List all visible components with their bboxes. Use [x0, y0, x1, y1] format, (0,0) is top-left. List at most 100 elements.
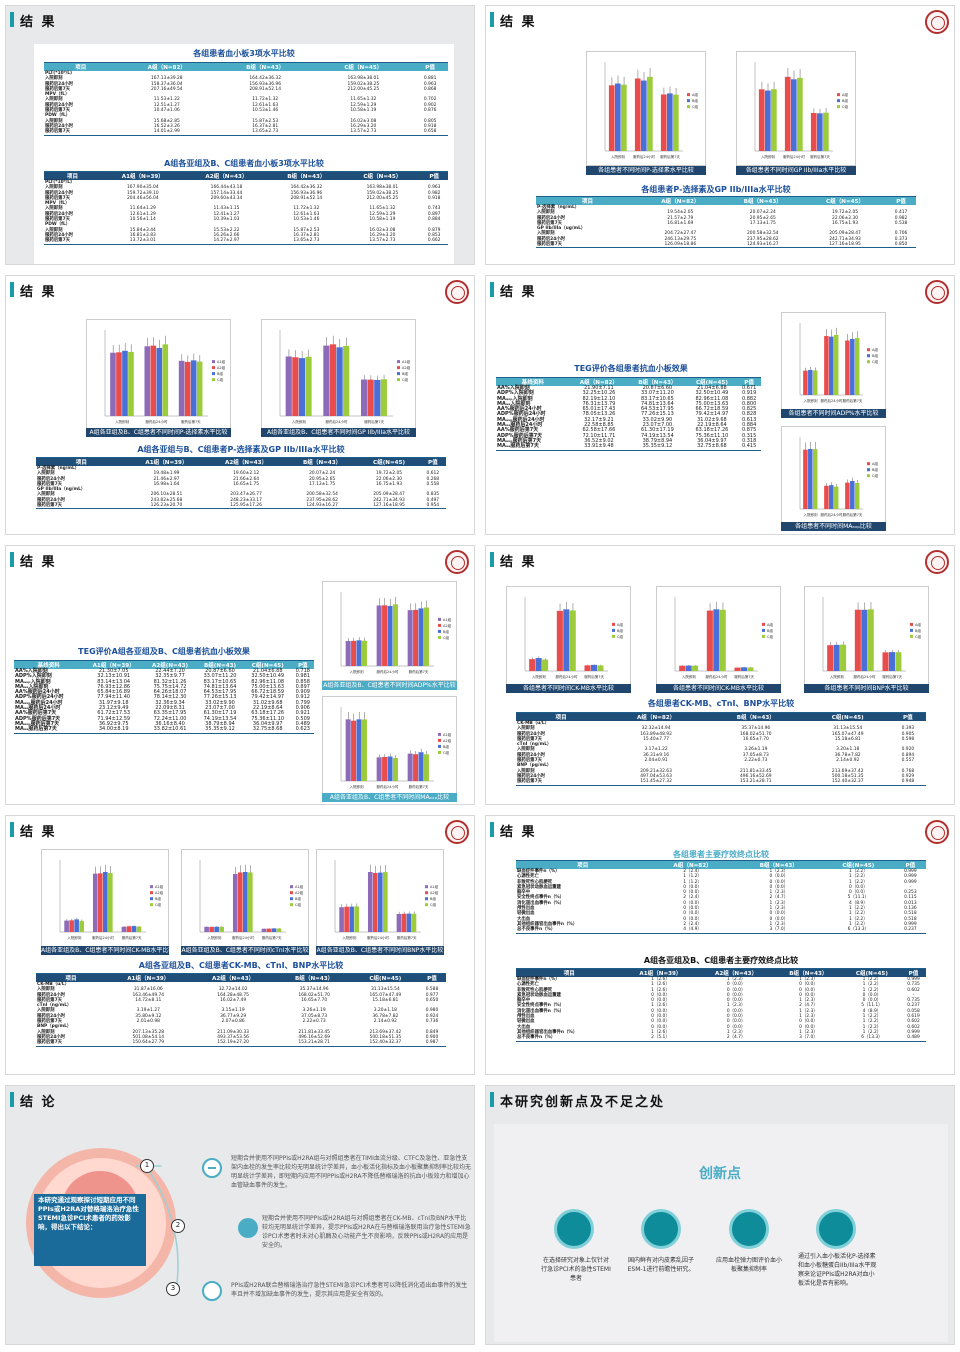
table-header-cell: A2组（N=43）	[206, 457, 286, 466]
bar	[423, 754, 429, 781]
table-row: 脑卒中 0（0.0） 1（2.3） 0（0.0） 0.253	[516, 890, 926, 895]
x-tick-label: 服药后24小时	[326, 419, 348, 424]
legend-swatch	[910, 628, 913, 632]
table-cell: 19.60±2.12	[233, 471, 260, 477]
table-cell: 服药后第7天	[44, 129, 118, 136]
table-header-cell: A组（N=82）	[606, 712, 706, 721]
legend-swatch	[212, 372, 215, 376]
table-cell: 163.98±38.01	[366, 185, 399, 191]
bar	[790, 79, 797, 151]
table-cell: 12.61±1.63	[252, 102, 279, 108]
chart-caption: A组各亚组及B、C组患者不同时间GP IIb/IIIa水平比较	[261, 428, 416, 437]
table-cell: 12.59±1.29	[369, 211, 396, 217]
table-cell: MAₐₓₚ服药后第7天	[15, 720, 60, 727]
table-row: MAₐₓₚ入院即刻 82.19±12.10 83.17±10.65 82.96±11.…	[496, 396, 761, 402]
table-cell: 0.115	[904, 895, 917, 901]
bar	[103, 872, 108, 932]
table-cell: 496.16±52.69	[739, 773, 772, 779]
bar	[298, 358, 306, 416]
table-cell: 1（2.2）	[849, 906, 868, 912]
table-cell: 237.95±28.62	[746, 236, 779, 242]
table-cell: 21.30±7.05	[98, 668, 129, 674]
endpoint-table: 项目 A组（N=82） B组（N=43） C组(N=45) P值 缺血症件事件n（%） 2（…	[516, 860, 926, 934]
table-cell: 服药后第7天	[45, 195, 71, 201]
table-cell: 10.39±1.03	[213, 217, 240, 223]
table-cell: 22.09±8.31	[155, 705, 185, 712]
slide-results-5: 结 果 入院即刻 服药后24小时 服药后第7天 A1组 A2组 B组 C组 A组各亚组及B、…	[5, 545, 475, 805]
table-cell: 37.05±8.73	[301, 1013, 328, 1019]
table-cell: 1（2.2）	[849, 916, 868, 922]
chart-caption: 各组患者不同时间BNP水平比较	[804, 684, 929, 693]
bar	[110, 352, 116, 416]
legend-swatch	[212, 366, 215, 370]
bar	[344, 906, 349, 932]
table-header-cell: P值	[894, 860, 926, 869]
table-cell: 164.42±36.32	[290, 185, 323, 191]
platelet-subgroup-table: 项目 A1组（N=39） A2组（N=43） B组（N=43） C组（N=45） P值 PL…	[44, 171, 448, 245]
step-number: 2	[171, 1219, 185, 1233]
check-icon	[202, 1281, 222, 1301]
table-cell: 1（2.6）	[651, 1029, 670, 1035]
bar	[374, 379, 381, 416]
table-cell: 0（0.0）	[651, 992, 670, 998]
bar	[634, 78, 641, 151]
chart-caption: A组各亚组及B、C组患者不同时间P-选择素水平比较	[86, 428, 231, 437]
table-cell: 2（2.4）	[683, 895, 702, 901]
table-cell: 79.42±14.97	[251, 694, 285, 701]
title-bar	[10, 1092, 14, 1107]
table-cell: 0.557	[901, 758, 915, 764]
bar	[351, 720, 357, 781]
bar	[121, 926, 127, 932]
cardiac-subgroup-table: 项目 A1组（N=39） A2组（N=43） B组（N=43） C组(N=45) P值 CK…	[36, 973, 446, 1047]
table-caption: TEG评价各组患者抗血小板效果	[574, 364, 688, 373]
table-cell: 34.00±8.19	[83, 727, 144, 734]
legend-swatch	[867, 360, 870, 364]
chart-caption: 各组患者不同时间ADP%水平比较	[781, 409, 886, 418]
table-cell: 0.662	[420, 238, 448, 245]
table-cell: 163.46±49.74	[132, 992, 165, 998]
table-cell: 1（1.2）	[683, 874, 702, 880]
table-row: 服药后24小时 16.81±3.83 16.26±2.66 16.37±2.81 16.…	[44, 233, 448, 238]
table-cell: 0.884	[741, 422, 757, 429]
bar	[131, 926, 137, 932]
table-cell: 63.18±17.26	[695, 427, 729, 434]
table-cell: 0.800	[741, 400, 757, 407]
table-row: MAₐₓₚ服药后第7天 36.52±9.02 38.79±8.94 36.04±9.9…	[496, 438, 761, 444]
legend-label: A组	[915, 622, 921, 627]
table-cell: 总不良事件n（%）	[516, 927, 650, 934]
legend-label: B组	[842, 98, 848, 103]
table-header-cell: C组(N=45)	[352, 973, 418, 982]
table-cell: 159.72±39.10	[127, 190, 159, 196]
table-row: 服药后24小时 163.89±48.92 168.02±51.70 165.07±47…	[516, 732, 926, 737]
table-cell: 10.53±1.46	[293, 217, 320, 223]
bar	[621, 84, 627, 151]
table-cell: ADP%服药后第7天	[497, 432, 543, 439]
table-cell: 12.51±1.27	[153, 102, 180, 108]
table-cell: 208.91±52.14	[290, 195, 323, 201]
table-cell: 服药后第7天	[37, 481, 63, 487]
table-header-cell: B组（N=43）	[773, 968, 843, 977]
bar	[679, 665, 686, 671]
bar	[816, 113, 823, 151]
table-cell: 3.20±1.18	[373, 1008, 397, 1014]
table-header-cell: B组（N=43）	[285, 457, 359, 466]
legend-label: B组	[430, 896, 436, 901]
table-cell: 1（2.3）	[726, 977, 746, 982]
table-row: 入院即刻 31.87±16.06 32.72±14.02 35.37±14.96 31.…	[36, 987, 446, 992]
x-tick-label: 入院即刻	[761, 154, 775, 159]
table-cell: 14.72±8.11	[135, 997, 162, 1003]
table-cell: 61.72±17.53	[97, 710, 131, 717]
table-cell: 0（0.0）	[726, 982, 746, 988]
table-cell: CK-MB（u/L）	[517, 721, 550, 726]
bar	[361, 640, 367, 666]
table-cell: MAₐₓₚ入院即刻	[15, 678, 51, 685]
bar	[854, 338, 860, 395]
table-row: MAₐₐ服药后24小时 22.58±8.85 23.07±7.00 22.19±8.6…	[496, 422, 761, 429]
table-cell: 1（2.3）	[799, 1014, 818, 1020]
legend-swatch	[867, 474, 870, 478]
chart-adp: 入院即刻 服药后24小时 服药后第7天 A组 B组 C组	[781, 312, 886, 410]
table-row: 服药后24小时 163.46±49.74 164.28±48.75 168.02±51…	[36, 993, 446, 998]
x-tick-label: 入院即刻	[682, 674, 697, 679]
table-cell: 服药后24小时	[45, 211, 74, 217]
table-header-cell: B组（N=43）	[705, 712, 806, 721]
